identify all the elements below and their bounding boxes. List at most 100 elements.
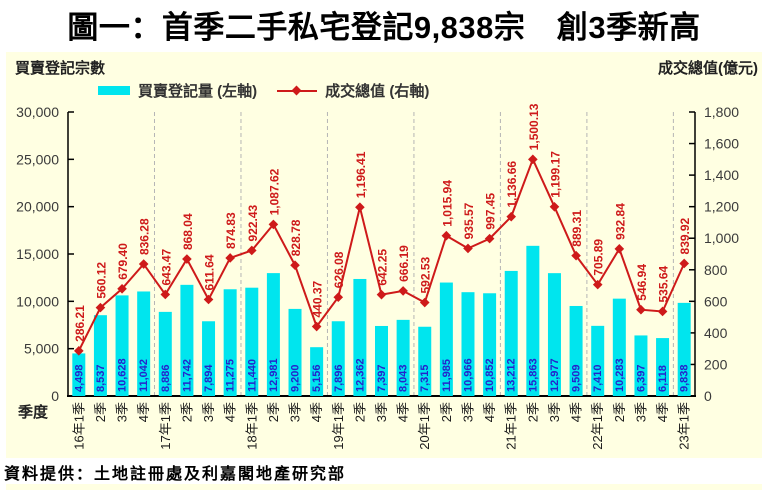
bar-value-label: 9,838 (679, 364, 691, 392)
bar (375, 325, 388, 396)
bar-value-label: 9,200 (290, 364, 302, 392)
left-tick-label: 30,000 (16, 104, 59, 120)
right-axis-title: 成交總值(億元) (658, 60, 758, 77)
bar (439, 282, 453, 396)
category-label: 2季 (352, 402, 367, 422)
legend: 買賣登記量 (左軸) 成交總值 (右軸) (98, 80, 429, 101)
bar (483, 293, 497, 396)
bar (115, 295, 129, 396)
category-label: 3季 (633, 402, 648, 422)
bar-value-label: 8,886 (160, 364, 172, 392)
bar (202, 321, 216, 396)
bar-value-label: 5,156 (311, 364, 323, 392)
line-swatch-icon (277, 85, 318, 96)
line-point (657, 306, 668, 317)
line-value-label: 546.94 (635, 264, 649, 301)
bar-value-label: 8,043 (398, 364, 410, 392)
category-label: 3季 (547, 402, 562, 422)
bar (245, 287, 259, 396)
line-point (311, 321, 322, 332)
category-label: 17年1季 (158, 402, 173, 450)
line-value-label: 705.89 (592, 239, 606, 276)
line-point (636, 304, 646, 315)
category-label: 2季 (93, 402, 108, 422)
category-label: 3季 (201, 402, 216, 422)
category-label: 18年1季 (244, 402, 259, 450)
category-label: 23年1季 (677, 402, 692, 450)
bar (353, 278, 367, 396)
bar (569, 305, 583, 396)
line-value-label: 1,015.94 (440, 180, 454, 227)
line-value-label: 626.08 (332, 251, 346, 288)
line-value-label: 286.21 (73, 305, 87, 342)
bar-value-label: 9,509 (571, 364, 583, 392)
bar (396, 319, 410, 396)
right-tick-label: 1,200 (704, 199, 739, 215)
bottom-strip (6, 484, 762, 490)
bar-value-label: 11,275 (225, 359, 237, 392)
line-value-label: 839.92 (678, 217, 692, 254)
bar-value-label: 6,397 (635, 364, 647, 392)
category-label: 2季 (612, 402, 627, 422)
line-value-label: 592.53 (419, 256, 433, 293)
bar-value-label: 10,628 (117, 358, 129, 392)
line-point (203, 294, 214, 305)
left-tick-label: 10,000 (16, 293, 59, 309)
line-point (246, 245, 257, 256)
bar-value-label: 11,742 (181, 359, 193, 392)
line-point (398, 286, 408, 296)
bar (656, 338, 670, 396)
right-tick-label: 0 (704, 388, 712, 404)
category-label: 22年1季 (590, 402, 605, 450)
line-value-label: 874.83 (224, 212, 238, 249)
bar (634, 335, 648, 396)
category-label: 4季 (655, 402, 670, 422)
left-tick-label: 15,000 (16, 246, 59, 262)
line-point (549, 201, 560, 212)
line-value-label: 560.12 (94, 262, 108, 299)
line-value-label: 535.64 (657, 265, 671, 302)
category-label: 21年1季 (504, 402, 519, 450)
right-tick-label: 600 (704, 293, 728, 309)
line-value-label: 1,136.66 (505, 161, 519, 208)
line-point (528, 154, 538, 165)
line-point (506, 211, 517, 222)
bar-value-label: 15,863 (527, 358, 539, 392)
bar (223, 289, 237, 396)
line-value-label: 440.37 (311, 280, 325, 317)
line-point (679, 258, 689, 269)
line-point (571, 250, 581, 261)
right-tick-label: 400 (704, 325, 728, 341)
line-point (419, 297, 430, 308)
line-value-label: 1,087.62 (267, 168, 281, 215)
line-point (290, 260, 300, 271)
category-label: 4季 (136, 402, 151, 422)
bar (72, 353, 86, 396)
bar-value-label: 4,498 (73, 364, 85, 392)
bar (612, 298, 626, 396)
line-value-label: 922.43 (246, 204, 260, 241)
category-label: 2季 (266, 402, 281, 422)
category-label: 3季 (460, 402, 475, 422)
bar (677, 302, 691, 396)
legend-label-line: 成交總值 (右軸) (325, 83, 430, 100)
bar (137, 291, 151, 396)
category-label: 4季 (482, 402, 497, 422)
left-tick-label: 20,000 (16, 199, 59, 215)
line-point (225, 253, 235, 263)
line-point (355, 202, 365, 213)
right-tick-label: 800 (704, 262, 728, 278)
bar (461, 292, 475, 396)
bar (418, 326, 432, 396)
bar (93, 315, 107, 396)
right-tick-label: 200 (704, 356, 728, 372)
bar (526, 245, 540, 396)
category-label: 4季 (309, 402, 324, 422)
line-value-label: 836.28 (138, 218, 152, 255)
bar-value-label: 10,966 (462, 358, 474, 392)
category-label: 4季 (569, 402, 584, 422)
bar-value-label: 11,440 (246, 359, 258, 392)
bar (158, 311, 172, 396)
bar-value-label: 7,397 (376, 364, 388, 392)
